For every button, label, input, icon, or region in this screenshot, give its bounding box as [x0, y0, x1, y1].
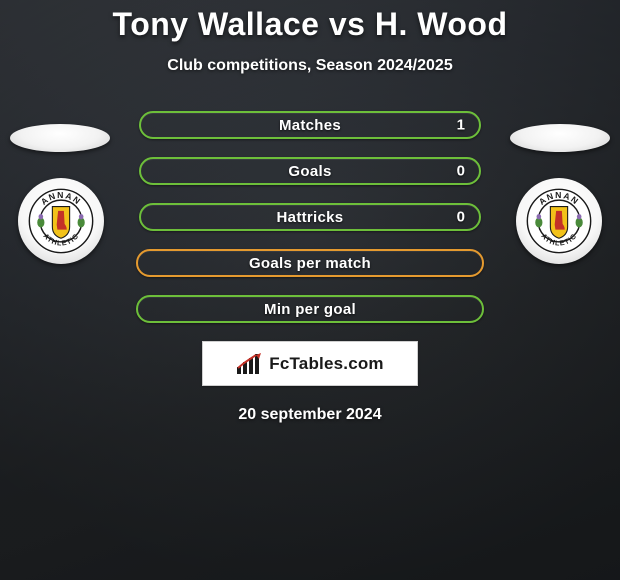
stat-label: Hattricks — [277, 209, 344, 226]
content-wrapper: Tony Wallace vs H. Wood Club competition… — [0, 0, 620, 424]
stat-label: Min per goal — [264, 301, 356, 318]
club-badge-right: ANNAN ATHLETIC — [516, 178, 602, 264]
player-indicator-left — [10, 124, 110, 152]
stat-value-right: 1 — [457, 117, 465, 134]
brand-bars-icon — [236, 353, 262, 375]
stat-label: Goals — [288, 163, 331, 180]
stat-pill: Hattricks 0 — [139, 203, 481, 231]
page-title: Tony Wallace vs H. Wood — [0, 6, 620, 43]
stat-pill: Matches 1 — [139, 111, 481, 139]
player-indicator-right — [510, 124, 610, 152]
stat-label: Goals per match — [249, 255, 371, 272]
footer-date: 20 september 2024 — [0, 406, 620, 424]
club-badge-left: ANNAN ATHLETIC — [18, 178, 104, 264]
stat-value-right: 0 — [457, 163, 465, 180]
club-crest-icon: ANNAN ATHLETIC — [25, 185, 97, 257]
brand-card: FcTables.com — [202, 341, 418, 386]
club-crest-icon: ANNAN ATHLETIC — [523, 185, 595, 257]
stat-pill: Goals 0 — [139, 157, 481, 185]
brand-text: FcTables.com — [269, 354, 384, 374]
stat-pill: Goals per match — [136, 249, 484, 277]
stat-label: Matches — [279, 117, 341, 134]
stat-value-right: 0 — [457, 209, 465, 226]
stat-pill: Min per goal — [136, 295, 484, 323]
page-subtitle: Club competitions, Season 2024/2025 — [0, 57, 620, 75]
